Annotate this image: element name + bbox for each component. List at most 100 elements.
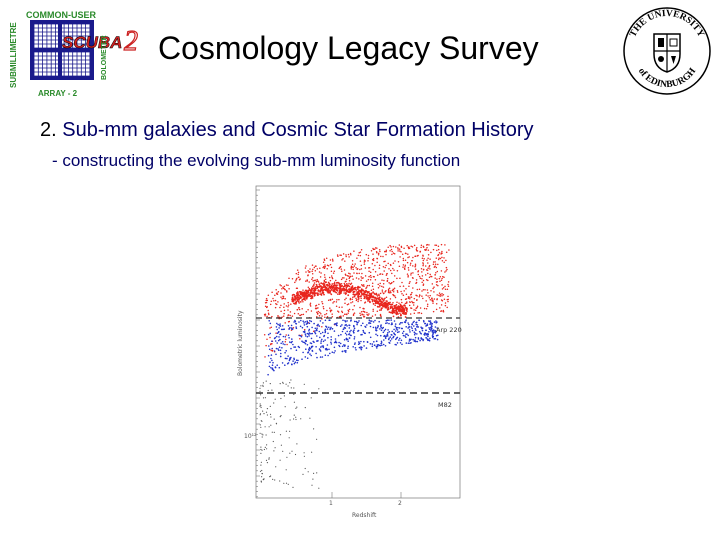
scatter-point — [301, 291, 303, 294]
scatter-point — [288, 277, 290, 279]
scatter-point — [266, 462, 268, 464]
scatter-point — [278, 366, 281, 369]
scatter-point — [375, 298, 378, 301]
scatter-point — [288, 320, 291, 323]
scatter-point — [363, 285, 365, 287]
scatter-point — [418, 288, 421, 291]
scatter-point — [341, 259, 343, 261]
scatter-point — [385, 253, 387, 256]
x-axis-label: Redshift — [352, 512, 377, 519]
scatter-point — [345, 323, 347, 326]
scatter-point — [381, 285, 383, 288]
scatter-point — [386, 280, 389, 283]
scatter-point — [419, 277, 422, 280]
scatter-point — [373, 344, 376, 346]
scatter-point — [378, 298, 380, 301]
scatter-point — [264, 426, 266, 428]
scatter-point — [325, 287, 328, 289]
scatter-point — [294, 301, 297, 304]
scatter-point — [365, 280, 368, 282]
scatter-point — [302, 289, 304, 291]
scatter-point — [261, 433, 263, 435]
scatter-point — [308, 335, 310, 337]
scatter-point — [339, 292, 342, 295]
scatter-point — [414, 263, 417, 266]
scatter-point — [265, 299, 267, 302]
scatter-point — [395, 326, 398, 329]
scatter-point — [351, 301, 354, 303]
scatter-point — [343, 285, 346, 288]
scatter-point — [367, 300, 369, 302]
scatter-point — [433, 338, 435, 340]
scatter-point — [437, 263, 439, 266]
scatter-point — [324, 331, 326, 334]
scatter-point — [332, 286, 334, 288]
scatter-point — [377, 283, 379, 286]
scatter-point — [286, 343, 288, 346]
scatter-point — [263, 313, 266, 316]
scatter-point — [385, 335, 388, 337]
scatter-point — [441, 277, 443, 280]
scatter-point — [271, 340, 273, 342]
scatter-point — [285, 482, 288, 484]
scatter-point — [275, 466, 277, 468]
scatter-point — [291, 294, 294, 296]
scatter-point — [436, 249, 438, 252]
scatter-point — [331, 283, 334, 285]
scatter-point — [262, 384, 264, 386]
scatter-point — [427, 262, 429, 264]
scatter-point — [439, 257, 442, 260]
scatter-point — [259, 390, 261, 392]
scatter-point — [379, 313, 382, 316]
scatter-point — [315, 281, 318, 283]
scatter-point — [345, 334, 348, 336]
scatter-point — [266, 448, 268, 450]
scatter-point — [270, 300, 273, 303]
scatter-point — [260, 461, 262, 463]
scatter-point — [409, 331, 411, 333]
scatter-point — [438, 292, 441, 294]
scatter-point — [378, 320, 380, 323]
scatter-point — [273, 350, 276, 352]
scatter-point — [401, 312, 404, 315]
scatter-point — [371, 263, 374, 265]
scatter-point — [365, 289, 367, 292]
scatter-point — [422, 283, 425, 285]
scatter-point — [313, 322, 315, 325]
scatter-point — [374, 304, 376, 306]
scatter-point — [365, 287, 367, 290]
scatter-point — [348, 291, 351, 294]
scatter-point — [421, 295, 423, 297]
scatter-point — [365, 347, 368, 349]
scatter-point — [295, 326, 297, 328]
scatter-point — [411, 259, 413, 262]
scatter-point — [404, 266, 406, 268]
scatter-point — [279, 284, 281, 286]
scatter-point — [440, 253, 442, 255]
scatter-point — [298, 306, 300, 309]
scatter-point — [408, 329, 411, 331]
scatter-point — [379, 302, 382, 305]
scatter-point — [432, 261, 435, 263]
scatter-point — [285, 338, 287, 341]
scatter-point — [368, 294, 370, 297]
scatter-point — [291, 298, 293, 301]
scatter-point — [410, 245, 412, 247]
scatter-point — [279, 338, 281, 341]
scatter-point — [303, 324, 306, 326]
scatter-point — [433, 286, 435, 288]
scatter-point — [385, 290, 387, 292]
scatter-point — [441, 259, 444, 262]
scatter-point — [347, 345, 349, 348]
scatter-point — [331, 277, 334, 280]
scatter-point — [261, 473, 263, 475]
scatter-point — [412, 277, 414, 279]
scatter-point — [430, 324, 433, 326]
scatter-point — [440, 299, 443, 301]
scatter-point — [384, 250, 386, 253]
scatter-point — [394, 296, 397, 299]
scatter-point — [395, 313, 398, 316]
scatter-point — [358, 252, 360, 254]
scatter-point — [263, 448, 265, 451]
scatter-point — [382, 255, 384, 258]
